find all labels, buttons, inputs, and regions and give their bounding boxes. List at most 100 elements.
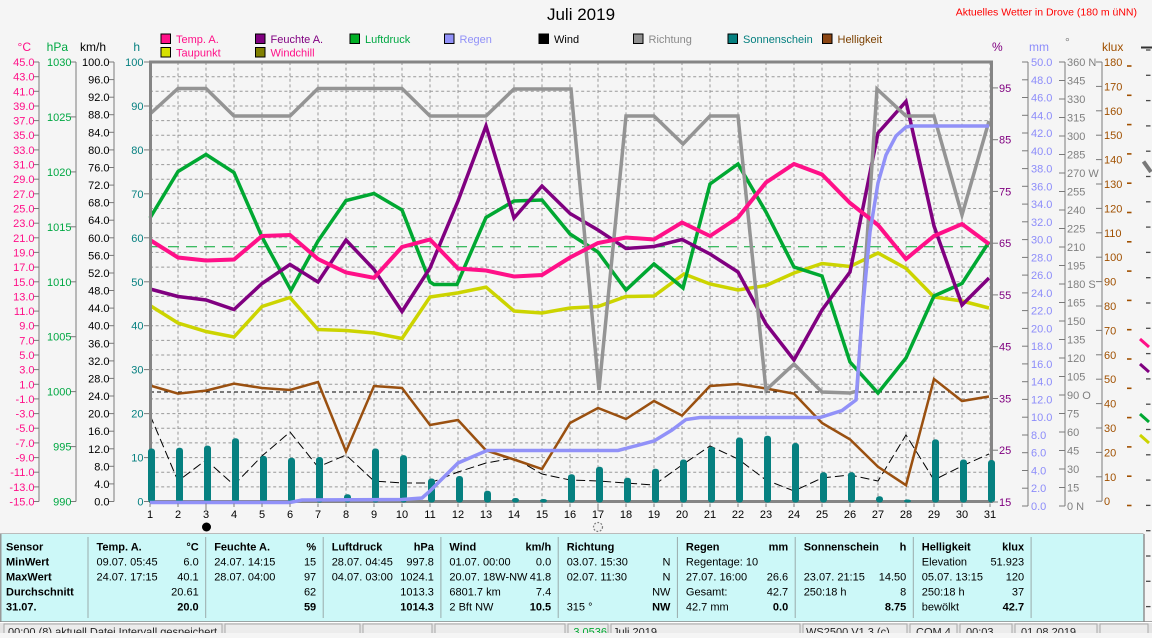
svg-text:97: 97 xyxy=(304,572,316,584)
svg-text:01.08.2019: 01.08.2019 xyxy=(1021,627,1076,634)
svg-text:30: 30 xyxy=(131,365,143,377)
svg-text:MaxWert: MaxWert xyxy=(6,572,52,584)
svg-text:02.07. 11:30: 02.07. 11:30 xyxy=(567,572,627,584)
svg-text:23.07. 21:15: 23.07. 21:15 xyxy=(804,572,865,584)
svg-text:1015: 1015 xyxy=(47,222,71,234)
svg-text:WS2500 V1.3 (c): WS2500 V1.3 (c) xyxy=(806,627,890,634)
svg-text:44.0: 44.0 xyxy=(1031,110,1052,122)
svg-text:65: 65 xyxy=(999,238,1011,250)
svg-text:52.0: 52.0 xyxy=(88,268,109,280)
svg-text:85: 85 xyxy=(999,135,1011,147)
svg-text:mm: mm xyxy=(1029,40,1049,54)
svg-text:8.75: 8.75 xyxy=(885,602,906,614)
svg-text:0.0: 0.0 xyxy=(773,602,788,614)
svg-text:90: 90 xyxy=(131,101,143,113)
svg-text:42.7: 42.7 xyxy=(1003,602,1024,614)
svg-text:21.0: 21.0 xyxy=(13,233,34,245)
svg-text:37.0: 37.0 xyxy=(13,116,34,128)
svg-text:60.0: 60.0 xyxy=(88,233,109,245)
svg-text:Wind: Wind xyxy=(554,34,579,46)
svg-text:96.0: 96.0 xyxy=(88,75,109,87)
svg-text:-11.0: -11.0 xyxy=(10,467,34,479)
svg-text:Feuchte A.: Feuchte A. xyxy=(214,542,270,554)
svg-text:24.07. 17:15: 24.07. 17:15 xyxy=(97,572,158,584)
svg-text:42.7 mm: 42.7 mm xyxy=(686,602,729,614)
svg-text:8.0: 8.0 xyxy=(94,461,109,473)
svg-text:Regentage: 10: Regentage: 10 xyxy=(686,557,758,569)
svg-text:09.07. 05:45: 09.07. 05:45 xyxy=(97,557,158,569)
svg-text:32.0: 32.0 xyxy=(88,356,109,368)
svg-text:1: 1 xyxy=(147,509,153,521)
svg-text:Regen: Regen xyxy=(460,34,492,46)
svg-text:17: 17 xyxy=(592,509,604,521)
svg-text:0: 0 xyxy=(137,497,143,509)
svg-text:4.0: 4.0 xyxy=(94,479,109,491)
svg-text:30.0: 30.0 xyxy=(1031,235,1052,247)
svg-text:45: 45 xyxy=(1067,446,1079,458)
svg-text:25: 25 xyxy=(999,445,1011,457)
svg-text:10: 10 xyxy=(131,453,143,465)
svg-text:75: 75 xyxy=(1067,409,1079,421)
svg-text:-9.0: -9.0 xyxy=(16,453,35,465)
svg-text:45: 45 xyxy=(999,342,1011,354)
svg-text:hPa: hPa xyxy=(47,40,69,54)
svg-text:38.0: 38.0 xyxy=(1031,164,1052,176)
svg-text:120: 120 xyxy=(1006,572,1024,584)
svg-text:0.0: 0.0 xyxy=(536,557,551,569)
svg-text:4: 4 xyxy=(231,509,237,521)
svg-text:42.0: 42.0 xyxy=(1031,128,1052,140)
svg-text:27.07. 16:00: 27.07. 16:00 xyxy=(686,572,747,584)
svg-text:150: 150 xyxy=(1067,316,1085,328)
svg-text:Temp. A.: Temp. A. xyxy=(176,34,219,46)
svg-text:120: 120 xyxy=(1067,353,1085,365)
svg-text:mm: mm xyxy=(769,542,789,554)
svg-text:0.0: 0.0 xyxy=(94,497,109,509)
svg-text:1000: 1000 xyxy=(47,387,71,399)
svg-text:Helligkeit: Helligkeit xyxy=(922,542,971,554)
svg-text:0: 0 xyxy=(1104,496,1110,508)
svg-text:15: 15 xyxy=(304,557,316,569)
svg-text:20.0: 20.0 xyxy=(177,602,198,614)
svg-text:100.0: 100.0 xyxy=(82,57,110,69)
svg-text:-5.0: -5.0 xyxy=(16,423,35,435)
svg-text:37: 37 xyxy=(1012,587,1024,599)
svg-text:N: N xyxy=(662,557,670,569)
svg-text:Sonnenschein: Sonnenschein xyxy=(804,542,879,554)
svg-text:64.0: 64.0 xyxy=(88,215,109,227)
svg-text:16.0: 16.0 xyxy=(1031,359,1052,371)
svg-text:50: 50 xyxy=(1104,374,1116,386)
svg-text:285: 285 xyxy=(1067,150,1085,162)
svg-text:6.0: 6.0 xyxy=(183,557,198,569)
svg-text:Juli 2019: Juli 2019 xyxy=(547,5,615,24)
svg-text:90: 90 xyxy=(1104,277,1116,289)
svg-text:Feuchte A.: Feuchte A. xyxy=(271,34,324,46)
svg-text:42.7: 42.7 xyxy=(767,587,788,599)
svg-text:29: 29 xyxy=(928,509,940,521)
svg-text:4.0: 4.0 xyxy=(1031,466,1046,478)
svg-text:40.0: 40.0 xyxy=(1031,146,1052,158)
svg-text:8: 8 xyxy=(343,509,349,521)
svg-text:bewölkt: bewölkt xyxy=(922,602,959,614)
svg-text:COM 4: COM 4 xyxy=(916,627,951,634)
svg-text:19.0: 19.0 xyxy=(13,247,34,259)
svg-text:26.6: 26.6 xyxy=(767,572,788,584)
svg-text:03.07. 15:30: 03.07. 15:30 xyxy=(567,557,628,569)
svg-text:360 N: 360 N xyxy=(1067,57,1096,69)
svg-text:05.07. 13:15: 05.07. 13:15 xyxy=(922,572,983,584)
svg-text:27.0: 27.0 xyxy=(13,189,34,201)
svg-text:11: 11 xyxy=(424,509,435,521)
svg-text:Regen: Regen xyxy=(686,542,720,554)
svg-text:12.0: 12.0 xyxy=(88,444,109,456)
svg-text:14.0: 14.0 xyxy=(1031,377,1052,389)
svg-text:345: 345 xyxy=(1067,76,1085,88)
svg-text:Juli 2019: Juli 2019 xyxy=(613,627,657,634)
svg-text:1025: 1025 xyxy=(47,112,71,124)
svg-text:70: 70 xyxy=(131,189,143,201)
svg-text:-1.0: -1.0 xyxy=(16,394,35,406)
svg-text:h: h xyxy=(133,40,140,54)
svg-text:Luftdruck: Luftdruck xyxy=(332,542,384,554)
svg-text:3.0: 3.0 xyxy=(19,365,34,377)
svg-text:12: 12 xyxy=(452,509,464,521)
svg-text:h: h xyxy=(900,542,907,554)
svg-text:Durchschnitt: Durchschnitt xyxy=(6,587,74,599)
